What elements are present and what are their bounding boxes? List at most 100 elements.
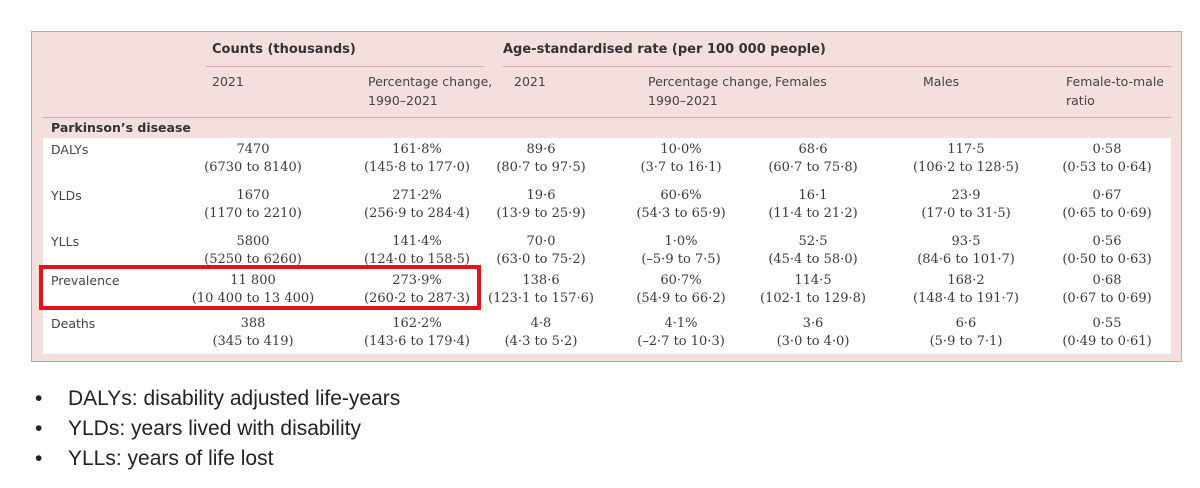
cell-value: 0·56 — [1092, 234, 1122, 249]
cell-value: 5800 — [236, 234, 270, 249]
cell-interval: (–2·7 to 10·3) — [637, 334, 725, 349]
table-cell: 138·6 (123·1 to 157·6) — [466, 272, 616, 308]
table-cell: 1·0% (–5·9 to 7·5) — [606, 233, 756, 269]
cell-value: 3·6 — [802, 316, 824, 331]
cell-interval: (123·1 to 157·6) — [488, 291, 594, 306]
bullet: • — [35, 387, 43, 410]
cell-value: 0·67 — [1092, 188, 1122, 203]
table-cell: 4·1% (–2·7 to 10·3) — [606, 315, 756, 351]
cell-interval: (4·3 to 5·2) — [504, 334, 578, 349]
table-cell: 273·9% (260·2 to 287·3) — [342, 272, 492, 308]
table-cell: 4·8 (4·3 to 5·2) — [466, 315, 616, 351]
cell-value: 60·7% — [660, 273, 702, 288]
row-label: Prevalence — [51, 273, 120, 288]
cell-value: 0·68 — [1092, 273, 1122, 288]
table-cell: 52·5 (45·4 to 58·0) — [738, 233, 888, 269]
cell-interval: (124·0 to 158·5) — [364, 252, 470, 267]
cell-interval: (54·3 to 65·9) — [636, 206, 726, 221]
cell-interval: (84·6 to 101·7) — [917, 252, 1015, 267]
table-cell: 70·0 (63·0 to 75·2) — [466, 233, 616, 269]
cell-interval: (11·4 to 21·2) — [768, 206, 858, 221]
list-item: • DALYs: disability adjusted life-years — [35, 384, 400, 414]
cell-value: 68·6 — [798, 142, 828, 157]
row-label: YLLs — [51, 234, 80, 249]
table-cell: 271·2% (256·9 to 284·4) — [342, 187, 492, 223]
header-rate: Age-standardised rate (per 100 000 peopl… — [503, 42, 826, 57]
row-label: YLDs — [51, 188, 82, 203]
cell-interval: (6730 to 8140) — [204, 160, 302, 175]
table-cell: 117·5 (106·2 to 128·5) — [891, 141, 1041, 177]
table-cell: 0·55 (0·49 to 0·61) — [1032, 315, 1182, 351]
cell-value: 0·58 — [1092, 142, 1122, 157]
row-background — [43, 138, 1171, 184]
table-cell: 60·6% (54·3 to 65·9) — [606, 187, 756, 223]
bullet: • — [35, 417, 43, 440]
cell-interval: (102·1 to 129·8) — [760, 291, 866, 306]
cell-value: 52·5 — [798, 234, 828, 249]
cell-interval: (5250 to 6260) — [204, 252, 302, 267]
cell-interval: (13·9 to 25·9) — [496, 206, 586, 221]
column-header: 2021 — [212, 74, 244, 89]
cell-value: 16·1 — [798, 188, 828, 203]
cell-value: 70·0 — [526, 234, 556, 249]
cell-value: 1670 — [236, 188, 270, 203]
table-cell: 23·9 (17·0 to 31·5) — [891, 187, 1041, 223]
table-cell: 10·0% (3·7 to 16·1) — [606, 141, 756, 177]
cell-value: 4·1% — [664, 316, 698, 331]
cell-value: 89·6 — [526, 142, 556, 157]
cell-value: 168·2 — [947, 273, 985, 288]
cell-interval: (0·49 to 0·61) — [1062, 334, 1152, 349]
cell-value: 117·5 — [947, 142, 985, 157]
table-cell: 68·6 (60·7 to 75·8) — [738, 141, 888, 177]
cell-interval: (0·50 to 0·63) — [1062, 252, 1152, 267]
column-header: Female-to-male ratio — [1066, 74, 1164, 108]
section-label: Parkinson’s disease — [51, 120, 191, 135]
cell-interval: (10 400 to 13 400) — [191, 291, 315, 306]
cell-value: 114·5 — [794, 273, 832, 288]
header-rule — [206, 66, 484, 67]
bullet: • — [35, 447, 43, 470]
list-item: • YLLs: years of life lost — [35, 444, 400, 474]
cell-value: 271·2% — [392, 188, 442, 203]
table-cell: 3·6 (3·0 to 4·0) — [738, 315, 888, 351]
cell-value: 161·8% — [392, 142, 442, 157]
cell-interval: (145·8 to 177·0) — [364, 160, 470, 175]
table-cell: 161·8% (145·8 to 177·0) — [342, 141, 492, 177]
header-rule — [43, 117, 1171, 118]
cell-interval: (–5·9 to 7·5) — [641, 252, 721, 267]
cell-interval: (17·0 to 31·5) — [921, 206, 1011, 221]
cell-interval: (106·2 to 128·5) — [913, 160, 1019, 175]
table-cell: 16·1 (11·4 to 21·2) — [738, 187, 888, 223]
row-background — [43, 276, 1171, 322]
cell-interval: (0·65 to 0·69) — [1062, 206, 1152, 221]
cell-value: 273·9% — [392, 273, 442, 288]
cell-value: 6·6 — [955, 316, 977, 331]
cell-value: 4·8 — [530, 316, 552, 331]
cell-value: 141·4% — [392, 234, 442, 249]
cell-interval: (5·9 to 7·1) — [929, 334, 1003, 349]
table-cell: 0·68 (0·67 to 0·69) — [1032, 272, 1182, 308]
header-rule — [503, 66, 1171, 67]
cell-interval: (3·0 to 4·0) — [776, 334, 850, 349]
cell-interval: (63·0 to 75·2) — [496, 252, 586, 267]
cell-value: 93·5 — [951, 234, 981, 249]
list-item: • YLDs: years lived with disability — [35, 414, 400, 444]
table-cell: 141·4% (124·0 to 158·5) — [342, 233, 492, 269]
table-cell: 60·7% (54·9 to 66·2) — [606, 272, 756, 308]
highlight-box — [39, 265, 481, 310]
column-header: Percentage change, 1990–2021 — [648, 74, 773, 108]
note-text: YLLs: years of life lost — [68, 447, 274, 470]
table-cell: 6·6 (5·9 to 7·1) — [891, 315, 1041, 351]
cell-interval: (54·9 to 66·2) — [636, 291, 726, 306]
cell-value: 388 — [240, 316, 266, 331]
cell-interval: (3·7 to 16·1) — [640, 160, 722, 175]
column-header: Females — [775, 74, 827, 89]
cell-value: 11 800 — [230, 273, 276, 288]
row-label: DALYs — [51, 142, 89, 157]
cell-interval: (143·6 to 179·4) — [364, 334, 470, 349]
cell-interval: (60·7 to 75·8) — [768, 160, 858, 175]
cell-interval: (260·2 to 287·3) — [364, 291, 470, 306]
table-cell: 93·5 (84·6 to 101·7) — [891, 233, 1041, 269]
abbreviation-notes: • DALYs: disability adjusted life-years •… — [35, 384, 400, 474]
cell-value: 10·0% — [660, 142, 702, 157]
